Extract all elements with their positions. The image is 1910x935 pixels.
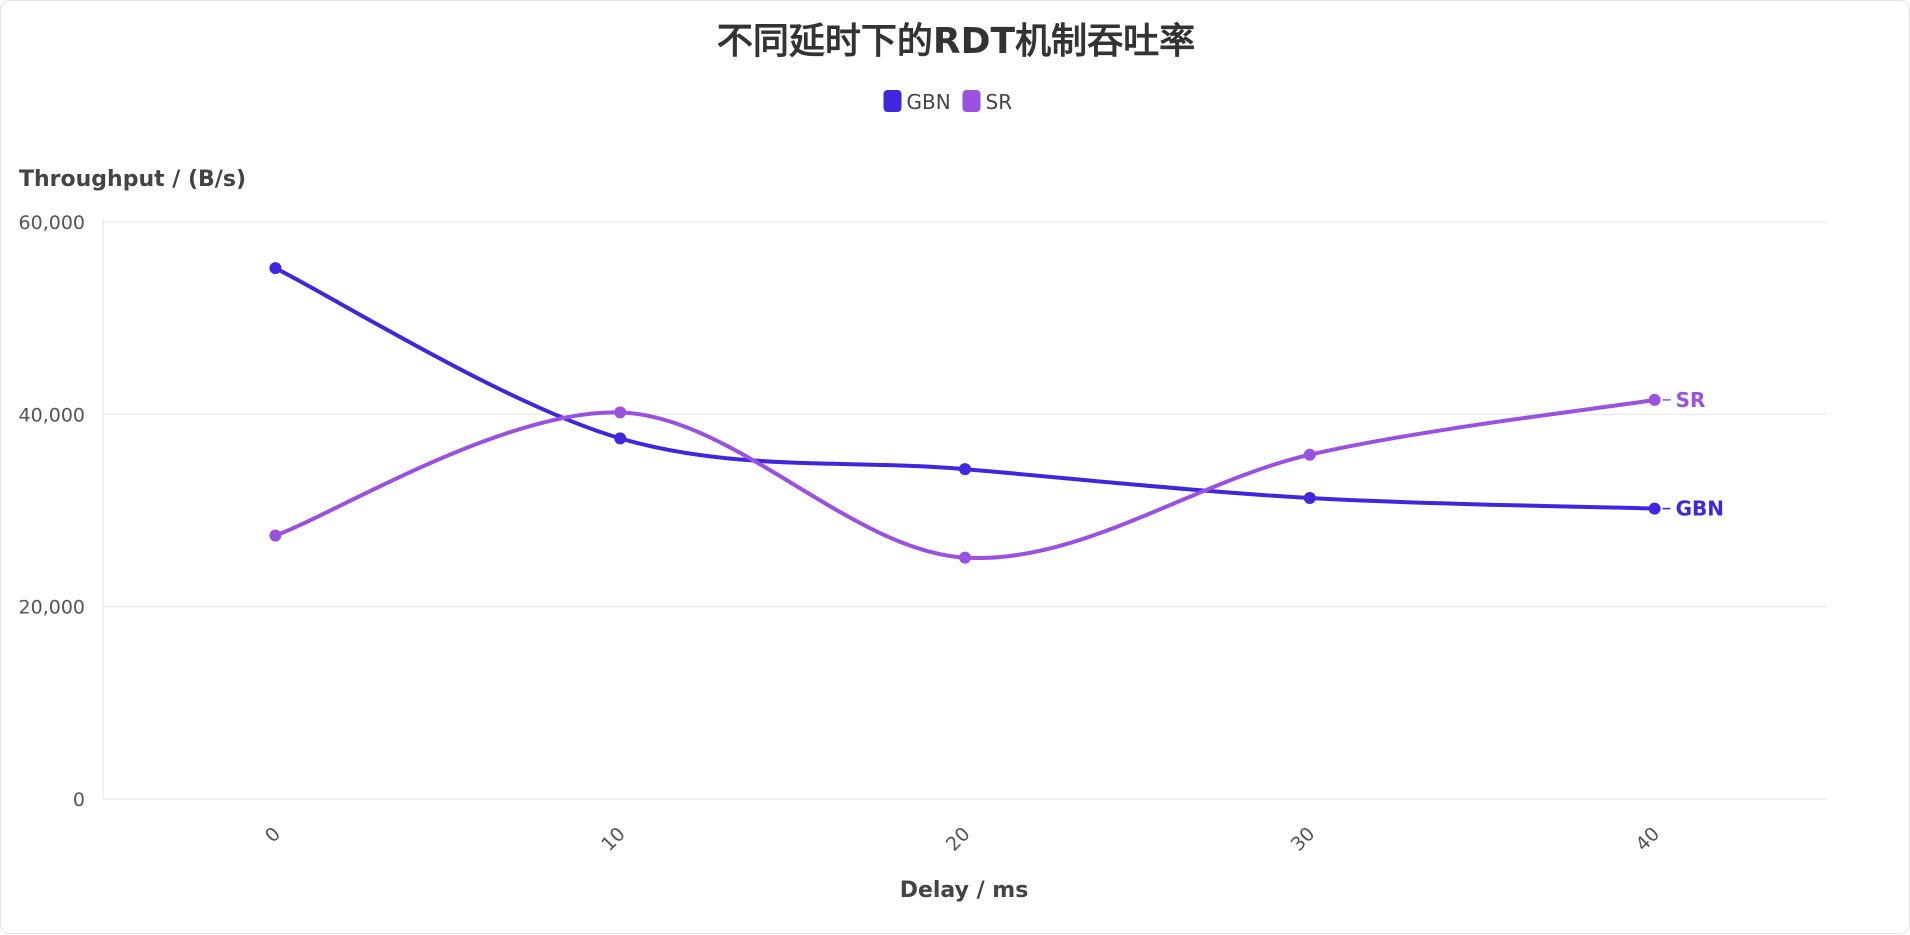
y-axis-title: Throughput / (B/s) [19,167,246,192]
legend: GBN SR [883,90,1013,114]
end-label-gbn: GBN [1676,497,1724,521]
legend-swatch-sr [962,90,981,112]
x-tick-label: 20 [942,823,975,856]
x-axis-title: Delay / ms [900,878,1029,903]
data-point-sr-10[interactable] [614,406,627,419]
legend-label-sr: SR [986,90,1013,114]
legend-item-gbn[interactable]: GBN [883,90,951,114]
y-tick-label: 60,000 [19,212,85,234]
y-axis-ticks: 0 20,000 40,000 60,000 [19,212,85,811]
legend-swatch-gbn [883,90,902,112]
series-sr: SR [269,388,1705,564]
y-tick-label: 40,000 [19,404,85,426]
x-tick-label: 0 [261,823,285,847]
legend-label-gbn: GBN [907,90,951,114]
data-point-sr-40[interactable] [1648,393,1661,406]
data-point-sr-0[interactable] [269,529,282,542]
x-tick-label: 10 [597,823,630,856]
legend-item-sr[interactable]: SR [962,90,1013,114]
data-point-sr-30[interactable] [1303,448,1316,461]
data-point-gbn-10[interactable] [614,432,627,445]
data-point-sr-20[interactable] [959,551,971,564]
x-axis-ticks: 0 10 20 30 40 [261,823,1664,856]
data-point-gbn-40[interactable] [1648,502,1661,515]
chart-title: 不同延时下的RDT机制吞吐率 [717,21,1195,62]
x-tick-label: 30 [1287,823,1320,856]
y-tick-label: 0 [73,789,85,811]
data-point-gbn-20[interactable] [959,463,971,476]
grid-lines [102,218,1827,800]
end-label-sr: SR [1676,388,1706,412]
y-tick-label: 20,000 [19,597,85,619]
x-tick-label: 40 [1631,823,1664,856]
series-line-sr [273,397,1657,561]
data-point-gbn-30[interactable] [1303,491,1316,504]
series-gbn: GBN [269,262,1724,521]
data-point-gbn-0[interactable] [269,262,282,275]
series-layer: GBN SR [269,262,1724,564]
